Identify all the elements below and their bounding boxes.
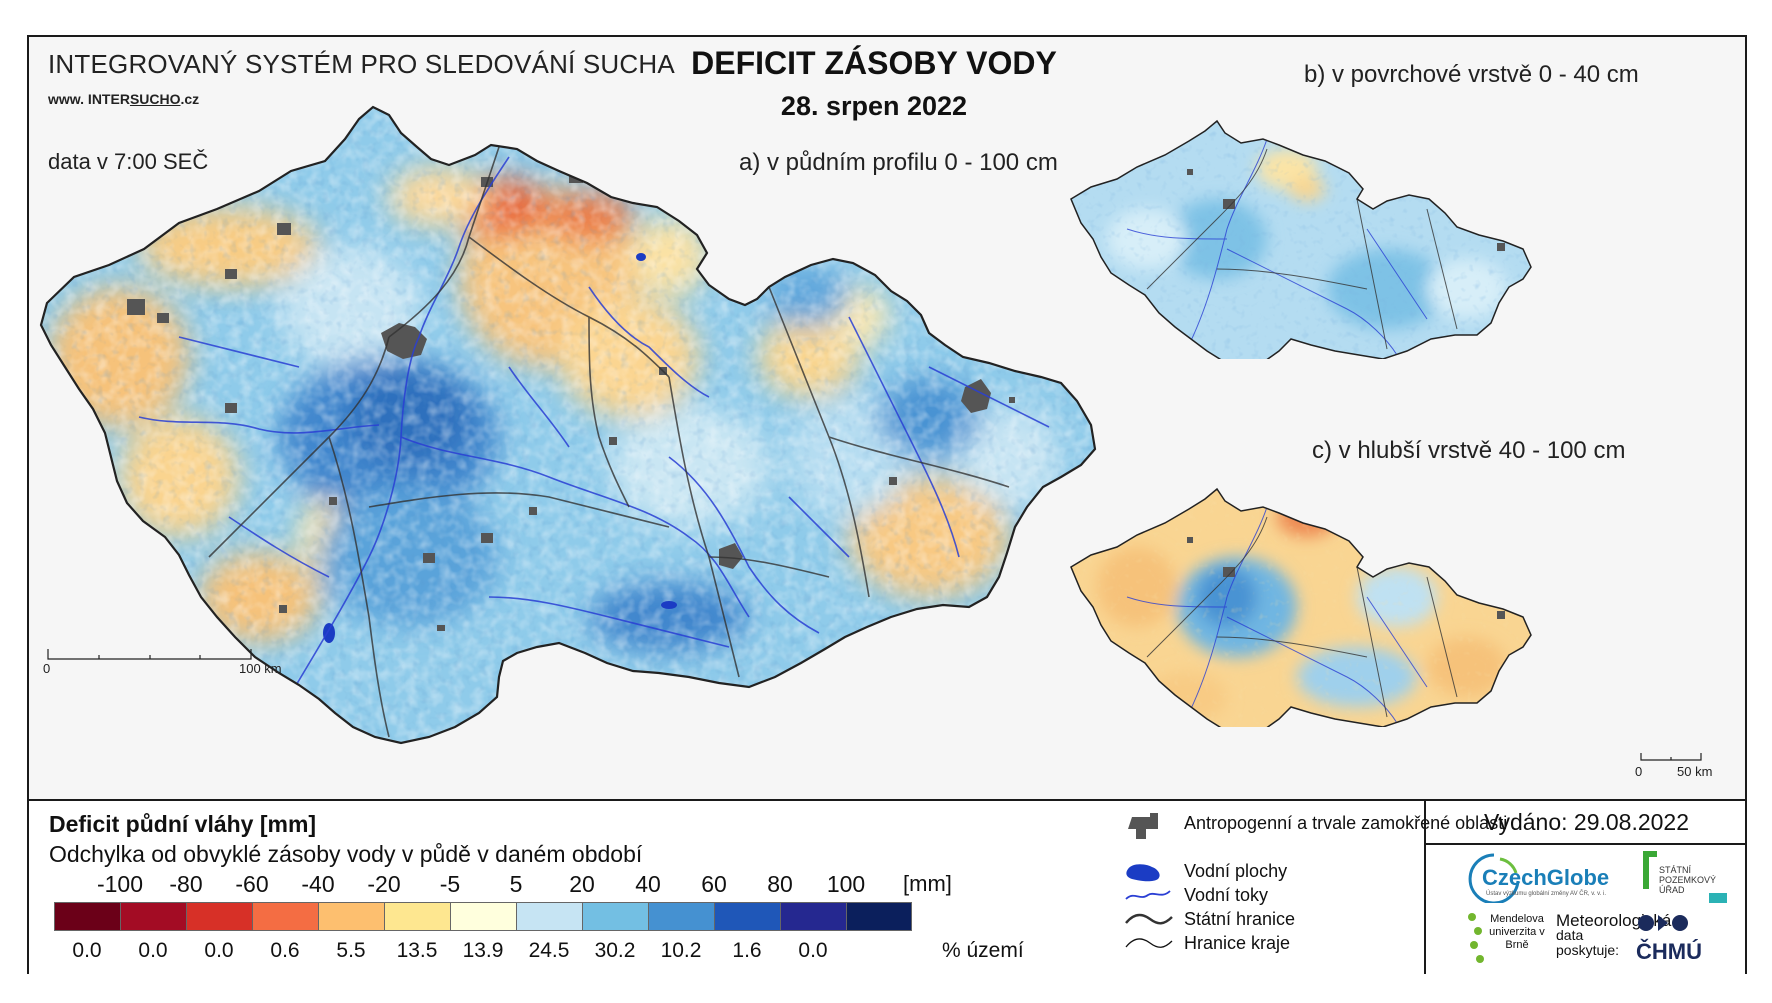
color-bin-1 — [120, 902, 186, 931]
area-percentage: 0.0 — [72, 939, 102, 962]
color-bin-10 — [714, 902, 780, 931]
scale-tick: 80 — [767, 871, 793, 897]
area-percentage: 0.6 — [270, 939, 300, 962]
symbol-label-urban: Antropogenní a trvale zamokřené oblasti — [1184, 813, 1508, 833]
scale-tick: 60 — [701, 871, 727, 897]
czechglobe-logo: CzechGlobe Ústav výzkumu globální změny … — [1464, 851, 1634, 903]
area-percentage: 0.0 — [138, 939, 168, 962]
map-date: 28. srpen 2022 — [780, 91, 968, 121]
map-area: INTEGROVANÝ SYSTÉM PRO SLEDOVÁNÍ SUCHA w… — [29, 37, 1745, 799]
scale-tick: 20 — [569, 871, 595, 897]
area-percentage: 1.6 — [732, 939, 762, 962]
region-border-icon — [1125, 938, 1173, 948]
map-b-surface — [1070, 120, 1532, 359]
data-time: data v 7:00 SEČ — [48, 149, 209, 174]
map-a-label: a) v půdním profilu 0 - 100 cm — [739, 149, 1058, 176]
area-percentage: 13.5 — [396, 939, 438, 962]
scale-small-end: 50 km — [1677, 764, 1713, 779]
scale-small-start: 0 — [1635, 764, 1643, 779]
spu-logo: STÁTNÍ POZEMKOVÝ ÚŘAD — [1641, 849, 1731, 909]
symbol-label-river: Vodní toky — [1184, 885, 1269, 905]
issue-date: Vydáno: 29.08.2022 — [1426, 801, 1747, 845]
color-bin-7 — [516, 902, 582, 931]
mendel-logo: Mendelova univerzita v Brně — [1466, 909, 1556, 969]
map-b-label: b) v povrchové vrstvě 0 - 40 cm — [1304, 61, 1639, 88]
scale-tick: -40 — [301, 871, 335, 897]
scale-main-start: 0 — [43, 661, 51, 676]
issue-box: Vydáno: 29.08.2022 CzechGlobe Ústav výzk… — [1424, 801, 1747, 974]
area-percentage: 0.0 — [204, 939, 234, 962]
scale-tick: 100 — [826, 871, 866, 897]
area-percentage: 0.0 — [798, 939, 828, 962]
page-title: DEFICIT ZÁSOBY VODY — [691, 45, 1057, 81]
color-bin-3 — [252, 902, 318, 931]
color-scale — [54, 902, 912, 931]
scale-tick: -100 — [96, 871, 144, 897]
legend-unit: [mm] — [903, 871, 952, 896]
color-bin-8 — [582, 902, 648, 931]
area-percentage: 5.5 — [336, 939, 366, 962]
map-c-deep — [1070, 488, 1532, 727]
legend-panel: Deficit půdní vláhy [mm] Odchylka od obv… — [29, 799, 1747, 974]
scale-bar-main — [47, 649, 252, 660]
area-percentage: 30.2 — [594, 939, 636, 962]
scale-tick: -5 — [439, 871, 461, 897]
color-bin-6 — [450, 902, 516, 931]
state-border-icon — [1125, 913, 1173, 925]
percent-unit: % území — [942, 939, 1024, 962]
area-percentage: 10.2 — [660, 939, 702, 962]
symbol-label-water: Vodní plochy — [1184, 861, 1288, 881]
system-name: INTEGROVANÝ SYSTÉM PRO SLEDOVÁNÍ SUCHA — [48, 49, 675, 79]
scale-tick: -80 — [169, 871, 203, 897]
color-bin-5 — [384, 902, 450, 931]
color-bin-0 — [54, 902, 120, 931]
chmu-logo: ČHMÚ — [1636, 909, 1736, 969]
scale-tick: 5 — [509, 871, 523, 897]
scale-main-end: 100 km — [239, 661, 282, 676]
symbol-label-region: Hranice kraje — [1184, 933, 1291, 953]
symbol-label-state: Státní hranice — [1184, 909, 1296, 929]
color-bin-2 — [186, 902, 252, 931]
color-bin-4 — [318, 902, 384, 931]
area-percentage: 13.9 — [462, 939, 504, 962]
color-bin-11 — [780, 902, 846, 931]
scale-bar-small — [1640, 753, 1702, 761]
map-a-full-profile — [39, 105, 1097, 745]
river-icon — [1125, 890, 1171, 900]
map-sheet: INTEGROVANÝ SYSTÉM PRO SLEDOVÁNÍ SUCHA w… — [27, 35, 1747, 974]
color-bin-12 — [846, 902, 912, 931]
area-percentage: 24.5 — [528, 939, 570, 962]
scale-tick: -60 — [235, 871, 269, 897]
scale-tick: -20 — [367, 871, 401, 897]
urban-area-icon — [1128, 813, 1158, 839]
scale-tick: 40 — [635, 871, 661, 897]
water-body-icon — [1126, 864, 1160, 882]
color-bin-9 — [648, 902, 714, 931]
legend-subtitle: Odchylka od obvyklé zásoby vody v půdě v… — [49, 841, 643, 867]
website-link[interactable]: www. INTERSUCHO.cz — [48, 91, 200, 107]
map-c-label: c) v hlubší vrstvě 40 - 100 cm — [1312, 437, 1626, 464]
legend-title: Deficit půdní vláhy [mm] — [49, 811, 317, 837]
